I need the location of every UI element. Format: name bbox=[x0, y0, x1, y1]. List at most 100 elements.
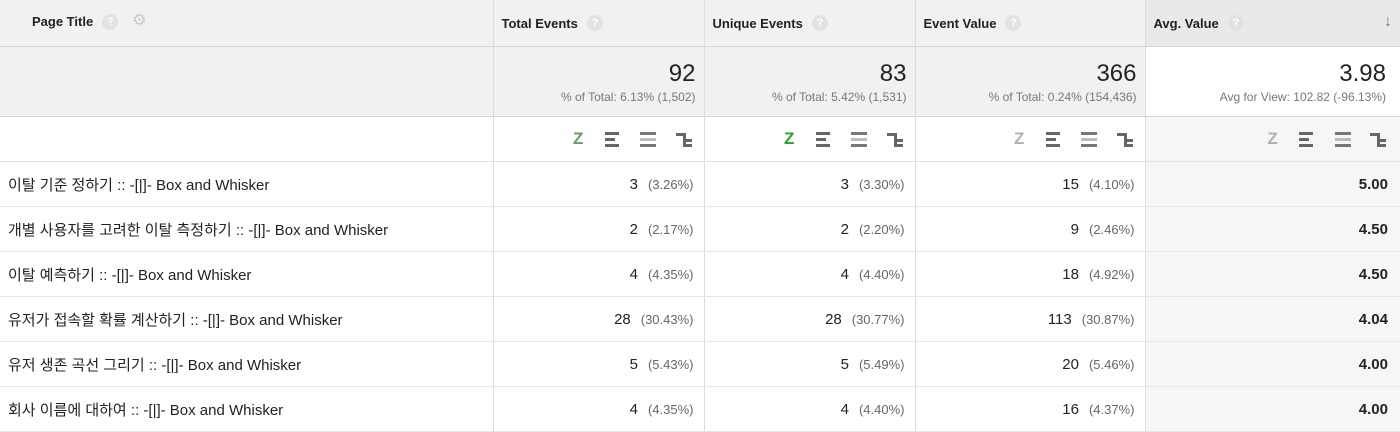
col-header-avg-value[interactable]: Avg. Value ? ↓ bbox=[1145, 0, 1400, 47]
page-title-cell[interactable]: 이탈 예측하기 :: -[|]- Box and Whisker bbox=[0, 251, 494, 297]
avg-value-cell: 4.04 bbox=[1145, 296, 1400, 342]
cell-percent: (4.10%) bbox=[1088, 176, 1135, 192]
performance-view-icon[interactable] bbox=[1081, 131, 1098, 147]
table-row[interactable]: 이탈 기준 정하기 :: -[|]- Box and Whisker 3 (3.2… bbox=[0, 161, 1400, 207]
cell-value: 28 bbox=[825, 310, 842, 328]
table-row[interactable]: 개별 사용자를 고려한 이탈 측정하기 :: -[|]- Box and Whi… bbox=[0, 206, 1400, 252]
performance-view-icon[interactable] bbox=[851, 131, 868, 147]
table-row[interactable]: 유저 생존 곡선 그리기 :: -[|]- Box and Whisker 5 (… bbox=[0, 341, 1400, 387]
page-title-text[interactable]: 유저 생존 곡선 그리기 :: -[|]- Box and Whisker bbox=[8, 356, 302, 374]
cell-value: 3 bbox=[629, 175, 638, 193]
cell-percent: (30.43%) bbox=[640, 311, 694, 327]
cell-percent: (4.40%) bbox=[858, 266, 905, 282]
page-title-text[interactable]: 유저가 접속할 확률 계산하기 :: -[|]- Box and Whisker bbox=[8, 311, 343, 329]
data-view-toggle-icon[interactable]: Z bbox=[1013, 128, 1025, 148]
help-icon[interactable]: ? bbox=[811, 15, 828, 31]
total-events-cell: 5 (5.43%) bbox=[493, 341, 705, 387]
page-title-cell[interactable]: 개별 사용자를 고려한 이탈 측정하기 :: -[|]- Box and Whi… bbox=[0, 206, 494, 252]
cell-percent: (4.35%) bbox=[647, 401, 694, 417]
col-header-label: Event Value bbox=[923, 15, 997, 31]
comparison-view-icon[interactable] bbox=[886, 131, 903, 147]
col-header-page-title[interactable]: Page Title ? ⚙ bbox=[0, 0, 494, 47]
cell-percent: (4.35%) bbox=[647, 266, 694, 282]
total-events-cell: 3 (3.26%) bbox=[493, 161, 705, 207]
unique-events-cell: 28 (30.77%) bbox=[704, 296, 916, 342]
cell-value: 4 bbox=[629, 400, 638, 418]
comparison-view-icon[interactable] bbox=[1116, 131, 1133, 147]
cell-value: 5.00 bbox=[1358, 175, 1388, 193]
event-value-cell: 9 (2.46%) bbox=[915, 206, 1146, 252]
page-title-cell[interactable]: 유저 생존 곡선 그리기 :: -[|]- Box and Whisker bbox=[0, 341, 494, 387]
cell-value: 2 bbox=[629, 220, 638, 238]
cell-percent: (4.40%) bbox=[858, 401, 905, 417]
table-row[interactable]: 이탈 예측하기 :: -[|]- Box and Whisker 4 (4.35%… bbox=[0, 251, 1400, 297]
data-view-toggle-icon[interactable]: Z bbox=[572, 128, 584, 148]
avg-value-view-toggles: Z bbox=[1145, 116, 1400, 162]
help-icon[interactable]: ? bbox=[1227, 15, 1244, 31]
page-title-text[interactable]: 이탈 예측하기 :: -[|]- Box and Whisker bbox=[8, 266, 252, 284]
cell-value: 15 bbox=[1062, 175, 1079, 193]
cell-percent: (2.17%) bbox=[647, 221, 694, 237]
total-events-summary: 92 % of Total: 6.13% (1,502) bbox=[493, 46, 705, 117]
event-value-cell: 113 (30.87%) bbox=[915, 296, 1146, 342]
cell-value: 16 bbox=[1062, 400, 1079, 418]
col-header-event-value[interactable]: Event Value ? bbox=[915, 0, 1146, 47]
help-icon[interactable]: ? bbox=[586, 15, 603, 31]
help-icon[interactable]: ? bbox=[1005, 15, 1022, 31]
totals-row: 92 % of Total: 6.13% (1,502) 83 % of Tot… bbox=[0, 46, 1400, 117]
cell-value: 5 bbox=[840, 355, 849, 373]
cell-value: 3 bbox=[840, 175, 849, 193]
performance-view-icon[interactable] bbox=[640, 131, 657, 147]
settings-gear-icon[interactable]: ⚙ bbox=[132, 12, 147, 29]
cell-value: 4.50 bbox=[1358, 265, 1388, 283]
table-row[interactable]: 회사 이름에 대하여 :: -[|]- Box and Whisker 4 (4.… bbox=[0, 386, 1400, 432]
col-header-unique-events[interactable]: Unique Events ? bbox=[704, 0, 916, 47]
percentage-view-icon[interactable] bbox=[1045, 131, 1062, 147]
cell-value: 9 bbox=[1070, 220, 1079, 238]
cell-percent: (5.49%) bbox=[858, 356, 905, 372]
sort-descending-icon[interactable]: ↓ bbox=[1384, 13, 1392, 30]
col-header-label: Total Events bbox=[501, 15, 578, 31]
page-title-text[interactable]: 개별 사용자를 고려한 이탈 측정하기 :: -[|]- Box and Whi… bbox=[8, 221, 389, 239]
comparison-view-icon[interactable] bbox=[675, 131, 692, 147]
data-view-toggle-icon[interactable]: Z bbox=[783, 128, 795, 148]
performance-view-icon[interactable] bbox=[1334, 131, 1351, 147]
unique-events-summary: 83 % of Total: 5.42% (1,531) bbox=[704, 46, 916, 117]
cell-value: 20 bbox=[1062, 355, 1079, 373]
summary-subtext: % of Total: 6.13% (1,502) bbox=[560, 90, 696, 104]
col-header-total-events[interactable]: Total Events ? bbox=[493, 0, 705, 47]
cell-percent: (3.26%) bbox=[647, 176, 694, 192]
percentage-view-icon[interactable] bbox=[604, 131, 621, 147]
total-events-cell: 4 (4.35%) bbox=[493, 386, 705, 432]
avg-value-cell: 4.50 bbox=[1145, 251, 1400, 297]
total-events-cell: 2 (2.17%) bbox=[493, 206, 705, 252]
page-title-cell[interactable]: 이탈 기준 정하기 :: -[|]- Box and Whisker bbox=[0, 161, 494, 207]
summary-subtext: Avg for View: 102.82 (-96.13%) bbox=[1219, 90, 1386, 104]
avg-value-cell: 4.00 bbox=[1145, 386, 1400, 432]
unique-events-cell: 5 (5.49%) bbox=[704, 341, 916, 387]
unique-events-cell: 3 (3.30%) bbox=[704, 161, 916, 207]
summary-subtext: % of Total: 0.24% (154,436) bbox=[988, 90, 1137, 104]
cell-value: 4.00 bbox=[1358, 400, 1388, 418]
help-icon[interactable]: ? bbox=[102, 14, 119, 30]
cell-value: 28 bbox=[614, 310, 631, 328]
cell-value: 4.04 bbox=[1358, 310, 1388, 328]
cell-value: 5 bbox=[629, 355, 638, 373]
page-title-text[interactable]: 이탈 기준 정하기 :: -[|]- Box and Whisker bbox=[8, 176, 270, 194]
total-events-cell: 4 (4.35%) bbox=[493, 251, 705, 297]
unique-events-cell: 2 (2.20%) bbox=[704, 206, 916, 252]
page-title-cell[interactable]: 유저가 접속할 확률 계산하기 :: -[|]- Box and Whisker bbox=[0, 296, 494, 342]
table-row[interactable]: 유저가 접속할 확률 계산하기 :: -[|]- Box and Whisker… bbox=[0, 296, 1400, 342]
comparison-view-icon[interactable] bbox=[1370, 131, 1386, 147]
cell-percent: (4.37%) bbox=[1088, 401, 1135, 417]
percentage-view-icon[interactable] bbox=[815, 131, 832, 147]
cell-value: 4 bbox=[840, 400, 849, 418]
event-value-cell: 15 (4.10%) bbox=[915, 161, 1146, 207]
page-title-cell[interactable]: 회사 이름에 대하여 :: -[|]- Box and Whisker bbox=[0, 386, 494, 432]
totals-label-cell bbox=[0, 46, 494, 117]
page-title-text[interactable]: 회사 이름에 대하여 :: -[|]- Box and Whisker bbox=[8, 401, 284, 419]
percentage-view-icon[interactable] bbox=[1299, 131, 1315, 147]
cell-percent: (30.87%) bbox=[1081, 311, 1135, 327]
data-view-toggle-icon[interactable]: Z bbox=[1267, 128, 1278, 148]
